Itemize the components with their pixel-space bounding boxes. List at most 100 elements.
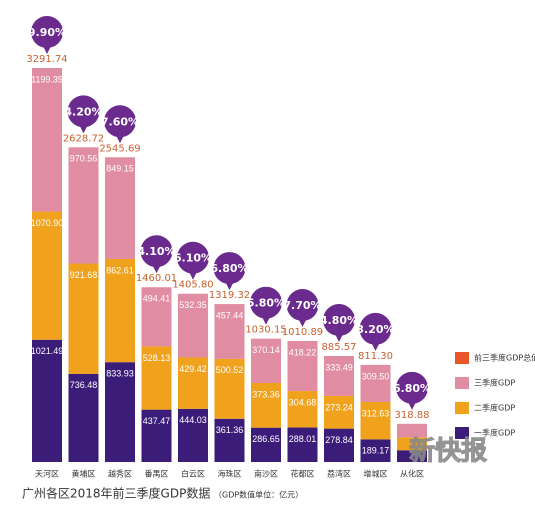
segment-label: 333.49 [325, 362, 353, 372]
segment-label: 528.13 [143, 353, 171, 363]
segment-label: 429.42 [179, 364, 207, 374]
bar-segment [32, 68, 62, 212]
bar-segment [141, 287, 172, 347]
segment-label: 309.50 [362, 371, 390, 381]
bar-segment [178, 293, 208, 358]
bar-segment [68, 263, 99, 374]
bar-segment [68, 373, 99, 462]
growth-bubble [359, 312, 392, 345]
segment-label: 286.65 [252, 434, 280, 444]
bar-segment [287, 391, 318, 428]
segment-label: 970.56 [70, 154, 98, 164]
legend-swatch [455, 402, 469, 414]
segment-label: 304.68 [289, 397, 317, 407]
total-label: 1010.89 [282, 327, 323, 338]
total-label: 1030.15 [245, 325, 286, 336]
segment-label: 736.48 [70, 380, 98, 390]
x-tick-label: 天河区 [35, 469, 59, 479]
bar-segment [214, 358, 245, 419]
growth-label: 6.80% [210, 262, 248, 275]
bar-segment [397, 423, 427, 438]
bar-segment [251, 427, 281, 462]
growth-bubble [31, 16, 63, 48]
bar-segment [360, 439, 391, 462]
total-label: 3291.74 [26, 54, 67, 65]
segment-label: 437.47 [143, 416, 171, 426]
legend-swatch [455, 377, 469, 389]
total-label: 885.57 [322, 342, 357, 353]
segment-label: 278.84 [325, 435, 353, 445]
bar-segment [68, 147, 99, 264]
bar-segment [324, 395, 354, 429]
segment-label: 532.35 [179, 300, 207, 310]
bar-segment [105, 157, 135, 259]
legend-swatch [455, 352, 469, 364]
segment-label: 1021.49 [31, 346, 64, 356]
legend-swatch [455, 427, 469, 439]
x-tick-label: 荔湾区 [327, 469, 351, 479]
bar-segment [214, 304, 245, 359]
segment-label: 444.03 [179, 415, 207, 425]
growth-bubble [213, 252, 246, 285]
bar-segment [214, 418, 245, 462]
chart-title: 广州各区2018年前三季度GDP数据 [22, 486, 210, 501]
bar-segment [141, 409, 172, 462]
segment-label: 418.22 [289, 347, 317, 357]
bar-segment [324, 428, 354, 462]
legend-label: 二季度GDP [474, 403, 515, 413]
x-tick-label: 花都区 [291, 469, 315, 479]
total-label: 2628.72 [63, 133, 104, 144]
segment-label: 361.36 [216, 425, 244, 435]
bar-segment [360, 401, 391, 440]
x-tick-label: 越秀区 [108, 469, 132, 479]
segment-label: 288.01 [289, 434, 317, 444]
growth-label: 4.20% [64, 105, 102, 118]
growth-bubble [286, 289, 319, 322]
x-tick-label: 海珠区 [218, 469, 242, 479]
watermark: 新快报 [409, 436, 487, 467]
bar-segment [105, 258, 135, 363]
x-tick-label: 从化区 [400, 469, 424, 479]
x-tick-label: 南沙区 [254, 469, 278, 479]
total-label: 2545.69 [99, 143, 140, 154]
growth-label: 4.80% [320, 314, 358, 327]
growth-label: 6.10% [174, 252, 212, 265]
bar-segment [287, 427, 318, 462]
bar-segment [178, 408, 208, 462]
bar-segment [141, 346, 172, 410]
growth-bubble [177, 241, 209, 274]
growth-label: 4.10% [137, 245, 175, 258]
segment-label: 849.15 [106, 164, 134, 174]
bar-segment [32, 211, 62, 340]
bar-segment [32, 339, 62, 462]
bar-segment [324, 356, 354, 396]
growth-label: 7.70% [283, 299, 321, 312]
legend-label: 一季度GDP [474, 428, 515, 438]
bar-segment [105, 362, 135, 462]
segment-label: 1070.90 [31, 218, 64, 228]
total-label: 1460.01 [136, 273, 177, 284]
total-label: 1319.32 [209, 290, 250, 301]
growth-label: 6.80% [393, 382, 431, 395]
growth-label: 5.80% [247, 297, 285, 310]
growth-label: 9.90% [28, 26, 66, 39]
bar-segment [178, 357, 208, 409]
growth-bubble [104, 105, 136, 138]
growth-label: 7.60% [101, 115, 139, 128]
segment-label: 494.41 [143, 294, 171, 304]
growth-bubble [396, 371, 428, 404]
bar-segment [251, 338, 281, 384]
growth-label: 3.20% [356, 323, 394, 336]
bar-segment [360, 364, 391, 402]
segment-label: 862.61 [106, 265, 134, 275]
segment-label: 1199.35 [31, 74, 63, 84]
bar-segment [397, 450, 427, 462]
segment-label: 833.93 [106, 369, 134, 379]
segment-label: 312.63 [362, 408, 390, 418]
segment-label: 921.68 [70, 270, 98, 280]
x-tick-label: 增城区 [364, 469, 388, 479]
bar-segment [251, 383, 281, 428]
x-tick-label: 黄埔区 [72, 469, 96, 479]
segment-label: 373.36 [252, 389, 280, 399]
segment-label: 457.44 [216, 310, 244, 320]
